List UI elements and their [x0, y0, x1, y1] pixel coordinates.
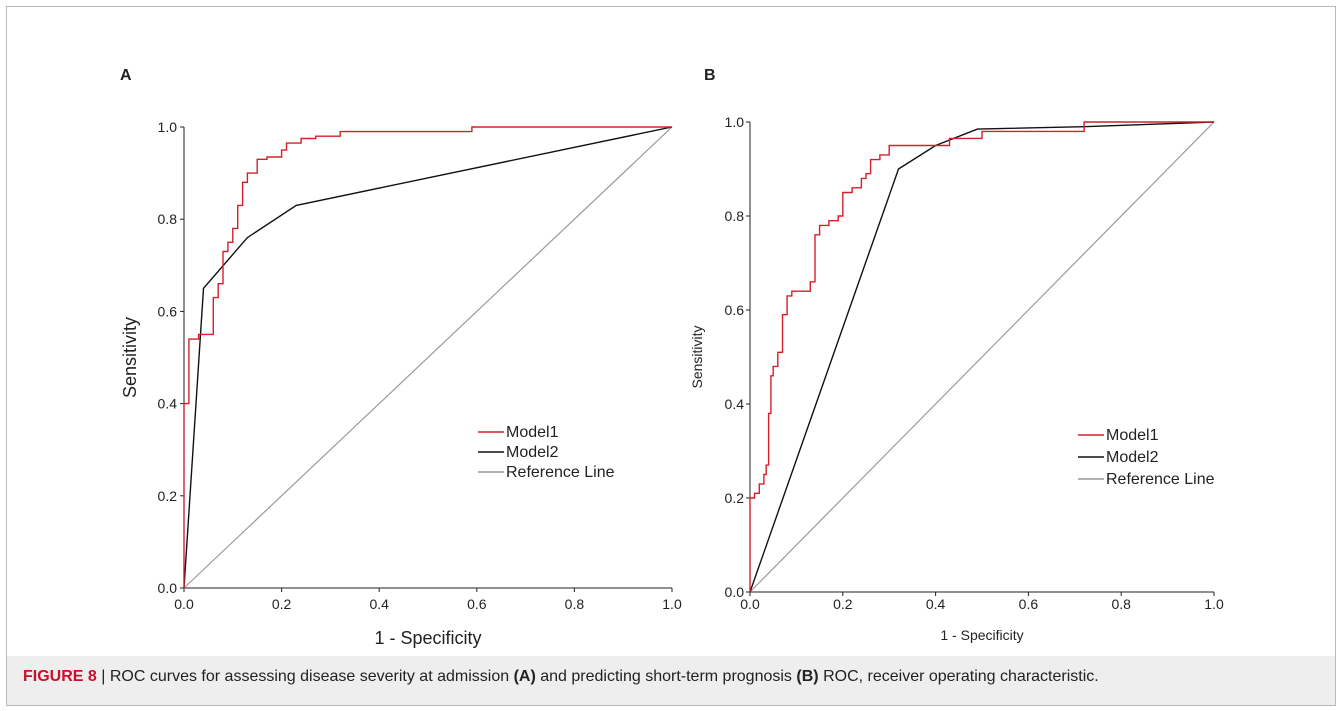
figure-label: FIGURE 8 — [23, 668, 97, 685]
y-tick-label: 0.2 — [158, 488, 178, 504]
x-tick-label: 1.0 — [662, 596, 682, 612]
model1-series-line — [183, 126, 672, 588]
legend-label-reference: Reference Line — [506, 464, 615, 481]
legend-label-model2: Model2 — [1106, 449, 1159, 466]
y-tick-label: 0.8 — [725, 208, 745, 224]
y-tick-label: 0.6 — [158, 303, 178, 319]
panel-label: B — [704, 67, 716, 84]
reference-series-line — [183, 126, 673, 589]
caption-ref-b: (B) — [796, 668, 819, 685]
y-tick-label: 0.6 — [725, 302, 745, 318]
caption-text-2: and predicting short-term prognosis — [540, 668, 792, 685]
model2-series-line — [183, 126, 673, 589]
caption-ref-a: (A) — [513, 668, 536, 685]
caption-separator: | — [101, 668, 106, 685]
x-tick-label: 0.8 — [1111, 596, 1131, 612]
caption-text-3: ROC, receiver operating characteristic. — [823, 668, 1099, 685]
model2-series-line — [749, 121, 1215, 593]
y-tick-label: 0.4 — [158, 396, 178, 412]
y-tick-label: 0.8 — [158, 211, 178, 227]
panel-label: A — [120, 67, 132, 84]
x-tick-label: 0.6 — [467, 596, 487, 612]
x-axis-label: 1 - Specificity — [940, 627, 1023, 643]
y-tick-label: 1.0 — [158, 119, 178, 135]
figure-caption: FIGURE 8 | ROC curves for assessing dise… — [23, 668, 1099, 686]
x-tick-label: 0.6 — [1019, 596, 1039, 612]
panel-b: B 0.0 0.2 0.4 0.6 0.8 1.0 0.0 0.2 0.4 0.6 0.8 1.0 1 -… — [689, 67, 1224, 643]
x-tick-label: 0.8 — [565, 596, 585, 612]
panel-a: A 0.0 0.2 0.4 0.6 0.8 1.0 0.0 0.2 0.4 0.6 0.8 1.0 1 -… — [120, 67, 682, 648]
legend-label-model2: Model2 — [506, 444, 559, 461]
legend-label-model1: Model1 — [1106, 427, 1159, 444]
reference-series-line — [749, 121, 1215, 593]
y-tick-label: 1.0 — [725, 114, 745, 130]
y-tick-label: 0.0 — [158, 580, 178, 596]
x-tick-label: 0.4 — [926, 596, 946, 612]
legend-label-reference: Reference Line — [1106, 471, 1215, 488]
caption-text-1: ROC curves for assessing disease severit… — [109, 668, 510, 685]
legend-label-model1: Model1 — [506, 424, 559, 441]
y-axis-label: Sensitivity — [120, 317, 140, 398]
x-tick-label: 0.4 — [369, 596, 389, 612]
model1-series-line — [749, 121, 1214, 592]
y-axis-label: Sensitivity — [689, 325, 705, 388]
figure-caption-bar: FIGURE 8 | ROC curves for assessing dise… — [6, 656, 1336, 706]
x-tick-label: 0.0 — [740, 596, 760, 612]
x-tick-label: 0.0 — [174, 596, 194, 612]
y-tick-label: 0.2 — [725, 490, 745, 506]
x-tick-label: 0.2 — [833, 596, 853, 612]
x-axis-label: 1 - Specificity — [374, 628, 481, 648]
y-tick-label: 0.0 — [725, 584, 745, 600]
x-tick-label: 1.0 — [1204, 596, 1224, 612]
y-tick-label: 0.4 — [725, 396, 745, 412]
x-tick-label: 0.2 — [272, 596, 292, 612]
